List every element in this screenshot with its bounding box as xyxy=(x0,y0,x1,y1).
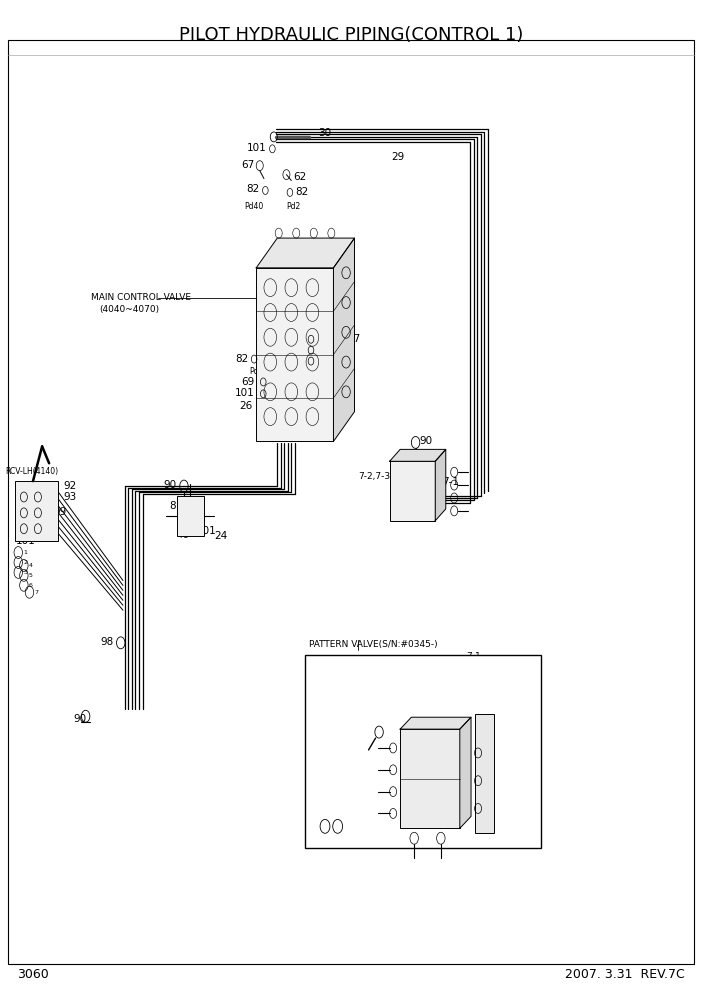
Text: 101: 101 xyxy=(197,526,216,536)
Bar xyxy=(305,655,541,848)
Text: 23: 23 xyxy=(390,501,403,511)
Text: Pc2: Pc2 xyxy=(291,322,305,332)
Text: 82: 82 xyxy=(295,187,308,197)
Text: 99: 99 xyxy=(53,507,67,517)
Bar xyxy=(390,461,435,521)
Text: "4": "4" xyxy=(418,763,430,773)
Text: 82: 82 xyxy=(246,185,260,194)
Bar xyxy=(475,714,494,833)
Text: 5: 5 xyxy=(29,572,33,578)
Bar xyxy=(256,268,333,441)
Text: 7-1: 7-1 xyxy=(466,652,481,662)
Text: 62: 62 xyxy=(293,172,307,182)
Text: 2: 2 xyxy=(23,559,27,565)
Text: P3: P3 xyxy=(180,531,190,541)
Bar xyxy=(177,496,204,536)
Text: 101: 101 xyxy=(15,536,35,546)
Text: PILOT HYDRAULIC PIPING(CONTROL 1): PILOT HYDRAULIC PIPING(CONTROL 1) xyxy=(179,26,523,44)
Text: RCV-LH(4140): RCV-LH(4140) xyxy=(6,466,59,476)
Text: R.C.V-LH  "2": R.C.V-LH "2" xyxy=(404,752,453,762)
Polygon shape xyxy=(460,717,471,828)
Text: (4040~4070): (4040~4070) xyxy=(100,305,160,314)
Text: MCV "Pb40": MCV "Pb40" xyxy=(477,705,523,715)
Text: 101: 101 xyxy=(235,388,255,398)
Text: 7: 7 xyxy=(34,589,39,595)
Text: 7-3: 7-3 xyxy=(438,693,453,703)
Text: 3060: 3060 xyxy=(18,967,49,981)
Text: 1: 1 xyxy=(23,550,27,556)
Text: J3: J3 xyxy=(463,735,470,745)
Text: 67: 67 xyxy=(241,160,254,170)
Text: M3: M3 xyxy=(472,725,483,735)
Text: Pd40: Pd40 xyxy=(244,201,263,211)
Text: 105: 105 xyxy=(395,697,414,707)
Text: 24: 24 xyxy=(214,531,227,541)
Text: 107: 107 xyxy=(381,721,401,731)
Text: 92: 92 xyxy=(63,481,77,491)
Polygon shape xyxy=(256,238,355,268)
Text: 82: 82 xyxy=(316,334,329,344)
Text: 101: 101 xyxy=(247,143,267,153)
Text: PATTERN VALVE(S/N:#0345-): PATTERN VALVE(S/N:#0345-) xyxy=(309,640,437,650)
Text: 30: 30 xyxy=(318,128,331,138)
Text: 3: 3 xyxy=(23,569,27,575)
Text: 7-3: 7-3 xyxy=(466,662,481,672)
Text: 2007. 3.31  REV.7C: 2007. 3.31 REV.7C xyxy=(564,967,684,981)
Text: 7: 7 xyxy=(444,672,450,682)
Bar xyxy=(400,729,460,828)
Polygon shape xyxy=(390,449,446,461)
Text: 27: 27 xyxy=(347,334,361,344)
Text: 4: 4 xyxy=(29,562,33,568)
Text: 93: 93 xyxy=(63,492,77,502)
Polygon shape xyxy=(400,717,471,729)
Text: T3: T3 xyxy=(188,521,198,531)
Text: M1: M1 xyxy=(479,735,490,745)
Bar xyxy=(15,481,58,541)
Text: 98: 98 xyxy=(100,637,114,647)
Text: 26: 26 xyxy=(239,401,253,411)
Text: 7-2,7-3: 7-2,7-3 xyxy=(358,471,390,481)
Polygon shape xyxy=(333,238,355,441)
Text: 51: 51 xyxy=(316,345,329,355)
Text: 108: 108 xyxy=(384,711,404,721)
Text: R.C.V-LH: R.C.V-LH xyxy=(409,741,442,751)
Text: 90: 90 xyxy=(420,436,433,446)
Text: 7-1: 7-1 xyxy=(442,477,459,487)
Text: 101: 101 xyxy=(316,356,336,366)
Polygon shape xyxy=(435,449,446,521)
Text: 69: 69 xyxy=(241,377,255,387)
Text: 106: 106 xyxy=(439,774,458,784)
Text: 29: 29 xyxy=(392,152,405,162)
Text: 90: 90 xyxy=(164,480,177,490)
Text: 106: 106 xyxy=(496,739,515,749)
Text: J1: J1 xyxy=(463,746,470,756)
Text: 7-2: 7-2 xyxy=(438,683,453,693)
Text: MAIN CONTROL VALVE: MAIN CONTROL VALVE xyxy=(91,293,191,303)
Text: Pd2: Pd2 xyxy=(286,201,300,211)
Text: MCV "Pc40": MCV "Pc40" xyxy=(477,715,522,725)
Text: 6: 6 xyxy=(29,582,33,588)
Text: 82: 82 xyxy=(235,354,249,364)
Text: 8: 8 xyxy=(169,501,176,511)
Text: 90: 90 xyxy=(74,714,87,724)
Text: Pc40: Pc40 xyxy=(249,366,267,376)
